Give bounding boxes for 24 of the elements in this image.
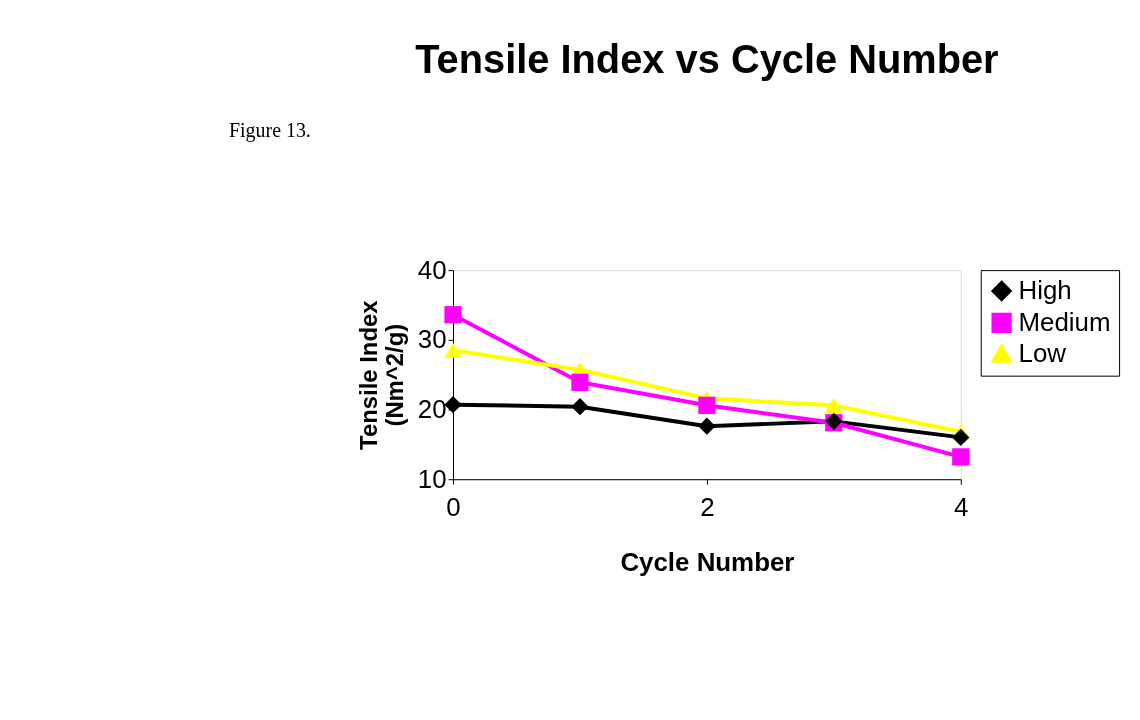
y-tick-label: 30 <box>417 325 447 354</box>
point <box>444 396 462 414</box>
point <box>571 398 589 416</box>
legend-label: High <box>1018 276 1072 304</box>
x-axis-title: Cycle Number <box>620 548 795 577</box>
point <box>698 417 716 435</box>
x-tick-label: 4 <box>954 492 969 521</box>
x-tick-label: 0 <box>446 492 461 521</box>
point <box>444 342 462 358</box>
y-tick-label: 10 <box>417 464 447 493</box>
legend-label: Low <box>1018 338 1067 367</box>
point <box>952 428 970 447</box>
y-tick-label: 40 <box>417 255 447 284</box>
point <box>444 306 462 324</box>
point <box>698 396 716 414</box>
x-tick-label: 2 <box>700 492 715 521</box>
point <box>952 448 970 466</box>
point <box>571 373 589 391</box>
point <box>825 397 843 413</box>
y-tick-label: 20 <box>417 394 447 423</box>
chart-title: Tensile Index vs Cycle Number <box>415 36 999 81</box>
y-axis-title: Tensile Index (Nm^2/g) <box>354 299 408 450</box>
caption: Figure 13. <box>229 118 311 142</box>
legend-label: Medium <box>1018 307 1111 336</box>
